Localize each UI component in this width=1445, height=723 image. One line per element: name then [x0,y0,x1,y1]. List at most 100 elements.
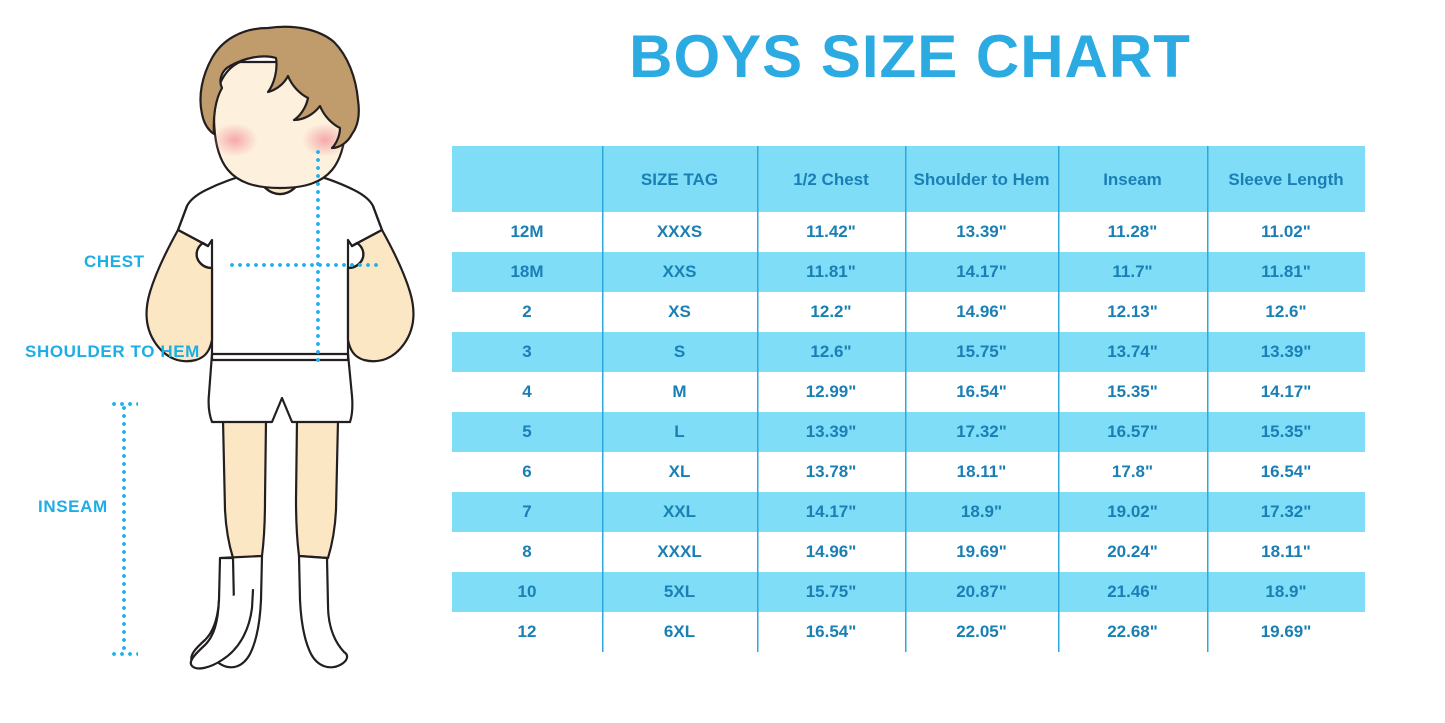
cell-size-tag: XL [602,452,757,492]
cell-half-chest: 12.2" [757,292,905,332]
cell-size: 5 [452,412,602,452]
cell-half-chest: 12.6" [757,332,905,372]
cell-sleeve-length: 14.17" [1207,372,1365,412]
cell-shoulder-to-hem: 16.54" [905,372,1058,412]
cell-shoulder-to-hem: 14.17" [905,252,1058,292]
column-header-size [452,146,602,212]
cell-half-chest: 13.39" [757,412,905,452]
cell-size: 12 [452,612,602,652]
cell-inseam: 11.7" [1058,252,1207,292]
cell-sleeve-length: 12.6" [1207,292,1365,332]
inseam-guide-top-cap [110,402,138,406]
cell-half-chest: 15.75" [757,572,905,612]
chest-guide-dotted-line [228,263,378,267]
table-header: SIZE TAG 1/2 Chest Shoulder to Hem Insea… [452,146,1365,212]
cell-sleeve-length: 15.35" [1207,412,1365,452]
cell-size: 12M [452,212,602,252]
cell-size: 8 [452,532,602,572]
cell-shoulder-to-hem: 22.05" [905,612,1058,652]
cell-shoulder-to-hem: 19.69" [905,532,1058,572]
cell-sleeve-length: 16.54" [1207,452,1365,492]
page-title: BOYS SIZE CHART [629,23,1191,90]
cell-size-tag: S [602,332,757,372]
right-sock [297,554,349,669]
cell-inseam: 11.28" [1058,212,1207,252]
table-row: 18M XXS 11.81" 14.17" 11.7" 11.81" [452,252,1365,292]
shoulder-to-hem-guide-dotted-line [316,180,320,364]
cell-sleeve-length: 18.9" [1207,572,1365,612]
cell-sleeve-length: 19.69" [1207,612,1365,652]
cell-shoulder-to-hem: 18.11" [905,452,1058,492]
shorts [207,352,354,424]
cell-half-chest: 14.96" [757,532,905,572]
column-header-shoulder-to-hem: Shoulder to Hem [905,146,1058,212]
cell-half-chest: 16.54" [757,612,905,652]
cell-shoulder-to-hem: 13.39" [905,212,1058,252]
left-hand-notch [195,241,214,270]
cell-half-chest: 11.42" [757,212,905,252]
right-thigh [294,418,340,560]
table-body: 12M XXXS 11.42" 13.39" 11.28" 11.02" 18M XXS 11.… [452,212,1365,652]
boy-figure-svg [145,25,415,670]
cell-shoulder-to-hem: 14.96" [905,292,1058,332]
cell-inseam: 21.46" [1058,572,1207,612]
table-row: 12M XXXS 11.42" 13.39" 11.28" 11.02" [452,212,1365,252]
cell-size: 18M [452,252,602,292]
measurement-label-chest: CHEST [84,252,145,271]
cell-inseam: 22.68" [1058,612,1207,652]
cell-half-chest: 13.78" [757,452,905,492]
table-row: 6 XL 13.78" 18.11" 17.8" 16.54" [452,452,1365,492]
cell-size-tag: L [602,412,757,452]
inseam-guide-dotted-line [122,404,126,654]
table-row: 5 L 13.39" 17.32" 16.57" 15.35" [452,412,1365,452]
cell-size-tag: XXXL [602,532,757,572]
table-row: 10 5XL 15.75" 20.87" 21.46" 18.9" [452,572,1365,612]
cell-sleeve-length: 11.02" [1207,212,1365,252]
column-header-half-chest: 1/2 Chest [757,146,905,212]
cell-half-chest: 11.81" [757,252,905,292]
cell-size-tag: M [602,372,757,412]
table-header-row: SIZE TAG 1/2 Chest Shoulder to Hem Insea… [452,146,1365,212]
table-row: 4 M 12.99" 16.54" 15.35" 14.17" [452,372,1365,412]
cell-size: 7 [452,492,602,532]
table-row: 2 XS 12.2" 14.96" 12.13" 12.6" [452,292,1365,332]
table-row: 12 6XL 16.54" 22.05" 22.68" 19.69" [452,612,1365,652]
left-foot [189,588,255,670]
cell-shoulder-to-hem: 15.75" [905,332,1058,372]
inseam-guide-bottom-cap [110,652,138,656]
cell-half-chest: 12.99" [757,372,905,412]
cell-shoulder-to-hem: 20.87" [905,572,1058,612]
neck-guide-dotted-line [316,148,320,182]
cell-inseam: 19.02" [1058,492,1207,532]
cell-size: 10 [452,572,602,612]
cell-sleeve-length: 18.11" [1207,532,1365,572]
cell-size-tag: XXL [602,492,757,532]
cell-size-tag: XXXS [602,212,757,252]
cell-size: 6 [452,452,602,492]
column-header-inseam: Inseam [1058,146,1207,212]
cell-inseam: 15.35" [1058,372,1207,412]
cell-inseam: 17.8" [1058,452,1207,492]
cell-size: 3 [452,332,602,372]
left-cheek [212,123,258,157]
cell-size-tag: 6XL [602,612,757,652]
cell-sleeve-length: 13.39" [1207,332,1365,372]
right-hand-notch [346,241,365,270]
measurement-label-inseam: INSEAM [38,497,108,516]
cell-inseam: 12.13" [1058,292,1207,332]
cell-inseam: 16.57" [1058,412,1207,452]
left-thigh [221,418,268,560]
cell-inseam: 13.74" [1058,332,1207,372]
column-header-size-tag: SIZE TAG [602,146,757,212]
table-row: 8 XXXL 14.96" 19.69" 20.24" 18.11" [452,532,1365,572]
column-header-sleeve-length: Sleeve Length [1207,146,1365,212]
hair [199,25,360,150]
cell-size-tag: XS [602,292,757,332]
cell-sleeve-length: 11.81" [1207,252,1365,292]
cell-size: 2 [452,292,602,332]
cell-size-tag: XXS [602,252,757,292]
boy-illustration: CHEST SHOULDER TO HEM INSEAM [0,0,452,723]
cell-size: 4 [452,372,602,412]
table-row: 7 XXL 14.17" 18.9" 19.02" 17.32" [452,492,1365,532]
cell-inseam: 20.24" [1058,532,1207,572]
